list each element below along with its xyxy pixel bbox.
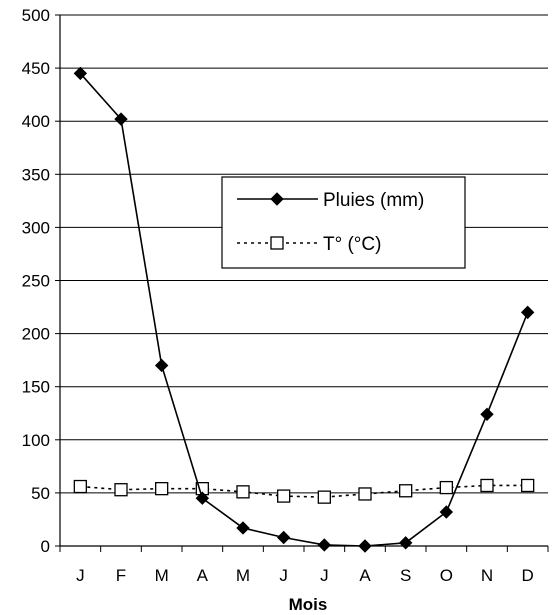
point-1-11	[521, 478, 535, 493]
point-0-7	[358, 539, 372, 553]
point-0-1	[114, 112, 128, 126]
point-1-1	[114, 483, 128, 497]
point-0-3	[195, 491, 210, 505]
legend-box	[221, 176, 466, 269]
point-0-9	[439, 505, 454, 519]
y-tick-label-450: 450	[22, 59, 50, 78]
x-tick-label-2: M	[155, 566, 169, 585]
point-1-5	[277, 489, 291, 503]
legend-entry-1: T° (°C)	[237, 234, 381, 255]
y-tick-label-250: 250	[22, 272, 50, 291]
x-tick-label-4: M	[236, 566, 250, 585]
legend-entry-0: Pluies (mm)	[237, 190, 424, 211]
legend-label-0: Pluies (mm)	[323, 190, 424, 211]
point-0-6	[317, 538, 332, 552]
legend-marker-1	[270, 236, 284, 250]
y-axis-ticks: 0 50 100 150 200 250 300 350 400 450 500	[22, 6, 60, 556]
point-1-10	[480, 478, 494, 493]
y-tick-label-100: 100	[22, 431, 50, 450]
point-1-9	[439, 480, 453, 495]
point-1-8	[399, 484, 413, 498]
x-tick-label-0: J	[76, 566, 85, 585]
point-0-5	[276, 530, 291, 545]
point-0-8	[398, 536, 413, 550]
x-tick-label-11: D	[522, 566, 534, 585]
point-0-10	[480, 407, 494, 422]
point-1-2	[155, 482, 169, 496]
point-0-11	[520, 305, 535, 320]
point-0-4	[236, 521, 250, 535]
x-tick-label-6: J	[320, 566, 329, 585]
point-1-7	[358, 487, 372, 501]
y-tick-label-0: 0	[41, 537, 50, 556]
series-line-1	[80, 484, 528, 498]
y-tick-label-400: 400	[22, 112, 50, 131]
x-tick-label-10: N	[481, 566, 493, 585]
legend: Pluies (mm) T° (°C)	[221, 176, 466, 269]
y-tick-label-300: 300	[22, 218, 50, 237]
point-1-0	[73, 479, 87, 494]
point-1-4	[236, 485, 250, 499]
x-tick-label-1: F	[116, 566, 126, 585]
legend-marker-0	[270, 192, 284, 206]
legend-label-1: T° (°C)	[323, 234, 381, 255]
y-tick-label-50: 50	[31, 484, 50, 503]
series-1	[73, 478, 535, 504]
y-tick-label-150: 150	[22, 378, 50, 397]
x-tick-label-8: S	[400, 566, 411, 585]
x-axis-title: Mois	[289, 595, 328, 614]
point-1-6	[317, 490, 331, 504]
y-tick-label-350: 350	[22, 165, 50, 184]
x-tick-label-5: J	[279, 566, 288, 585]
x-tick-label-7: A	[359, 566, 371, 585]
point-0-2	[154, 358, 169, 373]
series-0	[73, 66, 535, 553]
y-tick-label-500: 500	[22, 6, 50, 25]
x-tick-label-9: O	[440, 566, 453, 585]
x-tick-label-3: A	[197, 566, 209, 585]
series-layer	[73, 66, 535, 553]
point-0-0	[73, 66, 88, 81]
y-tick-label-200: 200	[22, 325, 50, 344]
series-line-0	[79, 72, 529, 547]
